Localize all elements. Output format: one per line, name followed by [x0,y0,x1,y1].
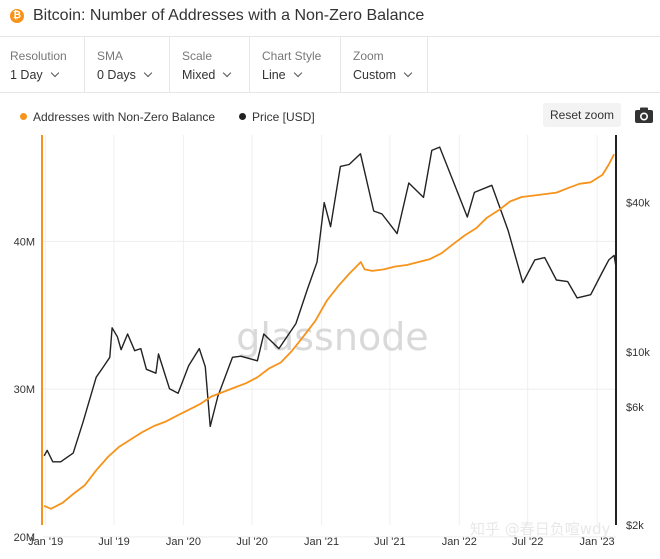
chevron-down-icon [223,68,232,78]
sma-dropdown[interactable]: SMA 0 Days [87,37,170,92]
grid-lines [43,135,616,538]
x-tick-label: Jan '20 [166,536,201,548]
watermark-text: glassnode [236,315,428,359]
zoom-value: Custom [353,68,413,82]
camera-icon[interactable] [634,106,654,124]
x-tick-label: Jul '20 [236,536,267,548]
y-right-tick-label: $40k [626,198,650,210]
x-tick-label: Jul '22 [512,536,543,548]
resolution-value: 1 Day [10,68,59,82]
line-chart: glassnode Jan '19 Jul '19 Jan '20 Jul '20 Ja… [14,135,651,548]
sma-label: SMA [97,49,124,63]
chart-controls: Resolution 1 Day SMA 0 Days Scale Mixed … [0,37,660,93]
resolution-label: Resolution [10,49,67,63]
chart-style-value: Line [262,68,302,82]
chevron-down-icon [50,68,59,78]
legend-label-price: Price [USD] [252,110,315,124]
overlay-watermark: 知乎 @春日负喧wdy [470,520,611,538]
zoom-label: Zoom [353,49,384,63]
resolution-dropdown[interactable]: Resolution 1 Day [0,37,85,92]
series-line-addresses [43,153,615,510]
page-title: Bitcoin: Number of Addresses with a Non-… [33,7,425,24]
legend-label-addresses: Addresses with Non-Zero Balance [33,110,216,124]
x-tick-label: Jan '21 [304,536,339,548]
orange-dot-icon [20,113,27,120]
chart-style-label: Chart Style [262,49,322,63]
y-axis-ticks: 20M 30M 40M $2k $6k $10k $40k [14,198,651,544]
reset-zoom-button[interactable]: Reset zoom [543,103,621,127]
y-left-tick-label: 40M [14,236,35,248]
x-tick-label: Jan '23 [580,536,615,548]
chevron-down-icon [143,68,153,78]
x-tick-label: Jan '22 [442,536,477,548]
y-right-tick-label: $6k [626,402,644,414]
x-tick-label: Jul '21 [374,536,405,548]
series-line-price [43,146,617,463]
zoom-dropdown[interactable]: Zoom Custom [343,37,428,92]
black-dot-icon [239,113,246,120]
scale-value: Mixed [182,68,232,82]
x-axis-ticks: Jan '19 Jul '19 Jan '20 Jul '20 Jan '21 Jul '… [28,536,615,548]
y-right-tick-label: $10k [626,347,650,359]
scale-label: Scale [182,49,213,63]
y-left-tick-label: 30M [14,384,35,396]
sma-value: 0 Days [97,68,153,82]
y-right-tick-label: $2k [626,520,644,532]
chevron-down-icon [403,68,413,78]
scale-dropdown[interactable]: Scale Mixed [172,37,250,92]
chart-header: ₿ Bitcoin: Number of Addresses with a No… [0,0,660,37]
chevron-down-icon [293,68,302,78]
chart-style-dropdown[interactable]: Chart Style Line [252,37,341,92]
bitcoin-icon: ₿ [10,9,24,23]
y-left-tick-label: 20M [14,532,35,544]
legend-item-price[interactable]: Price [USD] [239,110,315,124]
x-tick-label: Jan '19 [28,536,63,548]
legend-item-addresses[interactable]: Addresses with Non-Zero Balance [20,110,215,124]
x-tick-label: Jul '19 [98,536,129,548]
